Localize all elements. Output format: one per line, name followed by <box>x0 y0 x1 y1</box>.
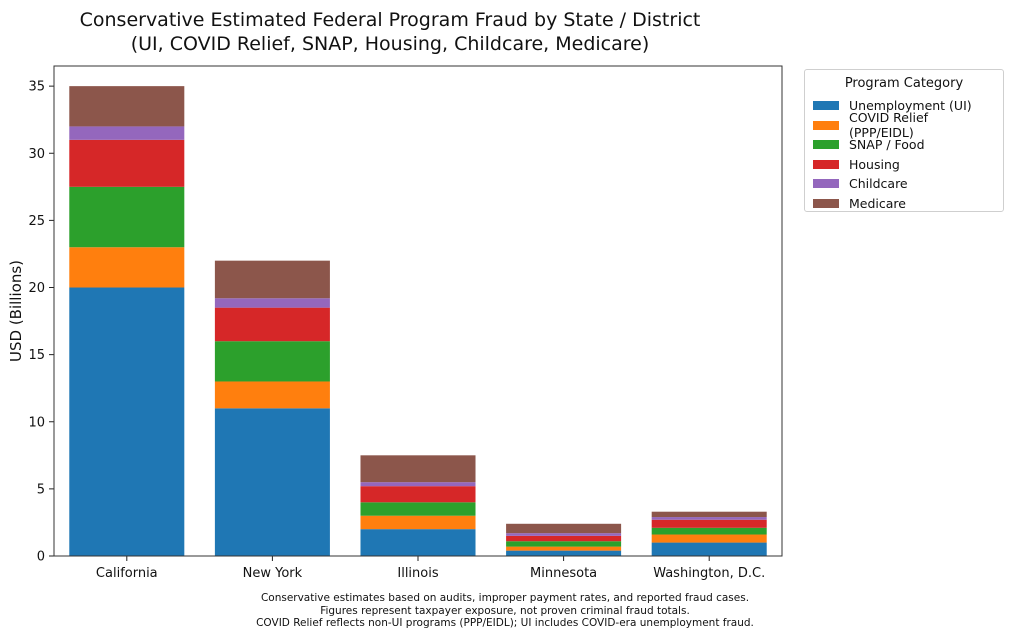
bar-minnesota-series-1 <box>506 546 622 551</box>
legend-item-0: Unemployment (UI) <box>813 96 995 116</box>
y-tick-label: 10 <box>28 415 45 430</box>
y-tick-label: 20 <box>28 281 45 296</box>
legend-label: Childcare <box>849 176 908 192</box>
y-tick-label: 35 <box>28 80 45 95</box>
bar-washington-d-c-series-0 <box>651 542 767 556</box>
bar-california-series-0 <box>69 287 185 556</box>
legend: Program Category Unemployment (UI) COVID … <box>804 69 1004 212</box>
legend-label: COVID Relief (PPP/EIDL) <box>849 110 929 141</box>
legend-swatch <box>813 101 839 111</box>
x-tick-label: New York <box>243 566 303 581</box>
legend-swatch <box>813 140 839 150</box>
bar-new-york-series-2 <box>214 341 330 382</box>
bar-new-york-series-4 <box>214 298 330 308</box>
x-tick-label: California <box>96 566 158 581</box>
footnote-line-3: COVID Relief reflects non-UI programs (P… <box>256 617 754 629</box>
bar-illinois-series-3 <box>360 486 476 503</box>
chart-subtitle: (UI, COVID Relief, SNAP, Housing, Childc… <box>130 33 650 55</box>
plot-frame <box>53 65 783 557</box>
bar-washington-d-c-series-1 <box>651 534 767 543</box>
bar-washington-d-c-series-3 <box>651 519 767 528</box>
legend-swatch <box>813 179 839 189</box>
y-tick-label: 30 <box>28 147 45 162</box>
bar-california-series-5 <box>69 86 185 127</box>
bar-california-series-2 <box>69 186 185 248</box>
bar-illinois-series-4 <box>360 482 476 487</box>
bar-illinois-series-1 <box>360 515 476 530</box>
x-tick-label: Minnesota <box>530 566 597 581</box>
bar-california-series-4 <box>69 126 185 140</box>
legend-label: SNAP / Food <box>849 137 925 153</box>
bar-illinois-series-2 <box>360 502 476 516</box>
legend-label: Housing <box>849 156 900 172</box>
footnote: Conservative estimates based on audits, … <box>195 592 815 630</box>
bar-washington-d-c-series-4 <box>651 517 767 520</box>
bar-minnesota-series-0 <box>506 550 622 556</box>
x-tick-label: Illinois <box>397 566 438 581</box>
bar-illinois-series-5 <box>360 455 476 483</box>
bar-new-york-series-5 <box>214 260 330 299</box>
bar-california-series-1 <box>69 247 185 288</box>
footnote-line-1: Conservative estimates based on audits, … <box>260 592 750 604</box>
legend-item-1: COVID Relief (PPP/EIDL) <box>813 110 995 140</box>
legend-label: Medicare <box>849 195 906 211</box>
legend-label: Unemployment (UI) <box>849 98 972 114</box>
legend-item-2: SNAP / Food <box>813 135 995 155</box>
legend-title: Program Category <box>844 76 964 91</box>
footnote-line-2: Figures represent taxpayer exposure, not… <box>320 604 690 617</box>
bar-washington-d-c-series-5 <box>651 511 767 518</box>
bar-minnesota-series-5 <box>506 523 622 534</box>
y-tick-label: 25 <box>28 214 45 229</box>
bar-new-york-series-1 <box>214 381 330 409</box>
chart-title: Conservative Estimated Federal Program F… <box>79 9 701 31</box>
legend-swatch <box>813 198 839 208</box>
bar-minnesota-series-4 <box>506 533 622 536</box>
x-tick-label: Washington, D.C. <box>653 566 765 581</box>
y-tick-label: 0 <box>37 550 45 565</box>
y-axis-label: USD (Billions) <box>7 260 25 362</box>
y-tick-label: 15 <box>28 348 45 363</box>
legend-swatch <box>813 159 839 169</box>
legend-item-4: Childcare <box>813 174 995 194</box>
bar-new-york-series-3 <box>214 307 330 342</box>
bar-washington-d-c-series-2 <box>651 527 767 535</box>
legend-swatch <box>813 120 839 130</box>
bar-minnesota-series-3 <box>506 535 622 542</box>
legend-item-5: Medicare <box>813 194 995 214</box>
bar-california-series-3 <box>69 139 185 187</box>
bar-new-york-series-0 <box>214 408 330 556</box>
bar-minnesota-series-2 <box>506 541 622 547</box>
y-tick-label: 5 <box>37 482 45 497</box>
bar-illinois-series-0 <box>360 529 476 556</box>
legend-item-3: Housing <box>813 155 995 175</box>
